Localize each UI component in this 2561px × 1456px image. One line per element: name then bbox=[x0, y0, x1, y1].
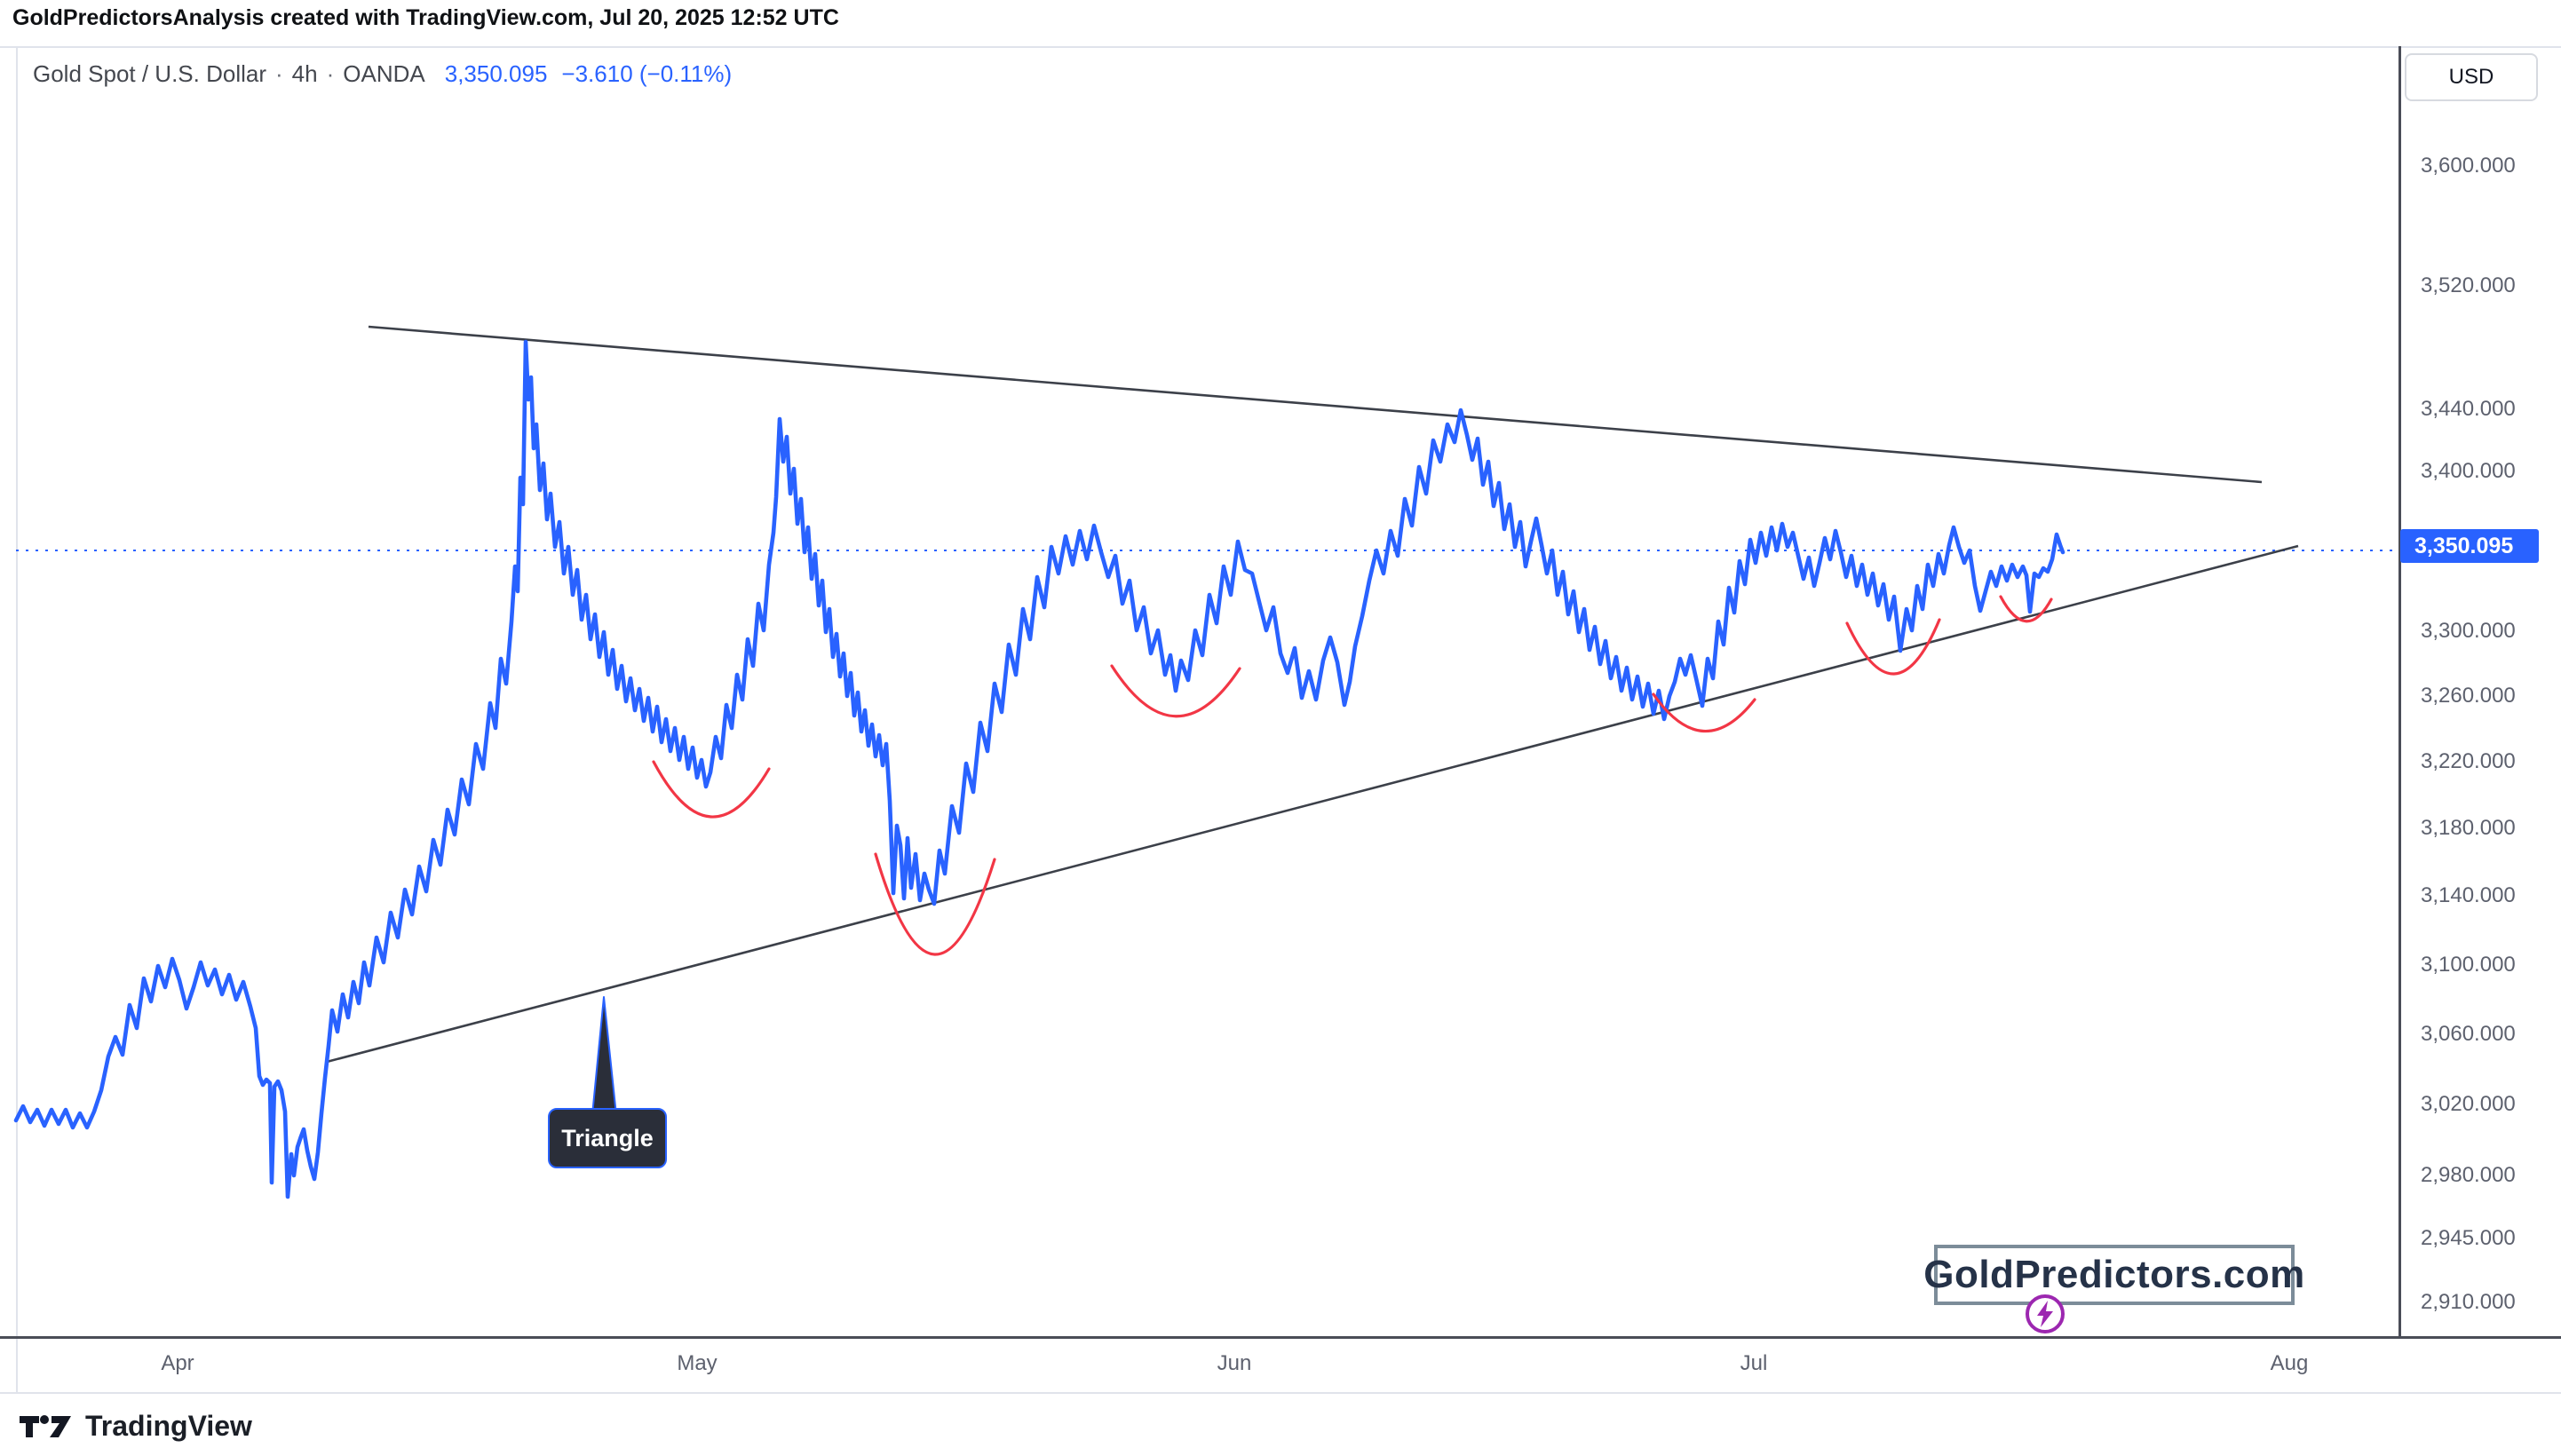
time-axis-line bbox=[0, 1336, 2561, 1339]
triangle-pattern-callout[interactable]: Triangle bbox=[548, 1108, 667, 1168]
current-price-badge: 3,350.095 bbox=[2400, 529, 2539, 563]
lower-trendline[interactable] bbox=[326, 544, 2299, 1064]
price-axis-label: 2,945.000 bbox=[2421, 1226, 2516, 1250]
price-axis-label: 2,980.000 bbox=[2421, 1163, 2516, 1187]
triangle-callout-label: Triangle bbox=[561, 1124, 654, 1151]
legend-separator: · bbox=[275, 60, 283, 87]
swing-low-arc[interactable] bbox=[874, 852, 996, 956]
swing-low-arc[interactable] bbox=[1110, 664, 1241, 718]
price-axis-label: 3,100.000 bbox=[2421, 953, 2516, 977]
price-axis-label: 3,440.000 bbox=[2421, 397, 2516, 421]
upper-trendline[interactable] bbox=[368, 325, 2263, 484]
interval-label[interactable]: 4h bbox=[291, 60, 318, 87]
price-axis-label: 3,400.000 bbox=[2421, 459, 2516, 483]
price-axis-label: 3,260.000 bbox=[2421, 684, 2516, 708]
price-axis-label: 3,060.000 bbox=[2421, 1022, 2516, 1046]
pane-bottom-border bbox=[0, 1392, 2561, 1394]
time-axis-label: Apr bbox=[161, 1351, 194, 1375]
price-axis-label: 3,020.000 bbox=[2421, 1092, 2516, 1116]
time-axis-label: Aug bbox=[2270, 1351, 2309, 1375]
tradingview-logo[interactable]: TradingView bbox=[18, 1410, 252, 1443]
legend-last-price: 3,350.095 bbox=[444, 60, 548, 87]
legend-separator: · bbox=[326, 60, 335, 87]
tradingview-mark-icon bbox=[20, 1414, 71, 1437]
triangle-callout-pointer[interactable] bbox=[591, 996, 617, 1116]
attribution-text: GoldPredictorsAnalysis created with Trad… bbox=[12, 5, 839, 30]
watermark-text: GoldPredictors.com bbox=[1923, 1253, 2305, 1296]
exchange-label: OANDA bbox=[343, 60, 425, 87]
pane-top-border bbox=[0, 46, 2561, 48]
price-axis-label: 3,300.000 bbox=[2421, 619, 2516, 643]
pane-left-border bbox=[16, 46, 18, 1392]
currency-toggle-button[interactable]: USD bbox=[2405, 53, 2538, 101]
goldpredictors-watermark: GoldPredictors.com bbox=[1923, 1245, 2304, 1305]
price-axis-label: 3,520.000 bbox=[2421, 273, 2516, 297]
time-axis-label: Jul bbox=[1740, 1351, 1768, 1375]
price-axis-label: 3,180.000 bbox=[2421, 816, 2516, 840]
price-axis-label: 3,600.000 bbox=[2421, 154, 2516, 178]
lightning-bolt-icon bbox=[2026, 1294, 2065, 1333]
time-axis-label: May bbox=[677, 1351, 718, 1375]
swing-low-arc[interactable] bbox=[1652, 692, 1756, 733]
swing-low-arc[interactable] bbox=[1999, 595, 2053, 623]
price-axis-label: 3,220.000 bbox=[2421, 749, 2516, 773]
swing-low-arc[interactable] bbox=[1845, 618, 1941, 676]
time-axis-label: Jun bbox=[1217, 1351, 1252, 1375]
tradingview-wordmark: TradingView bbox=[85, 1410, 252, 1442]
price-axis-label: 2,910.000 bbox=[2421, 1290, 2516, 1314]
price-line-series bbox=[13, 339, 2065, 1199]
price-axis-line bbox=[2398, 46, 2401, 1337]
swing-low-arc[interactable] bbox=[652, 760, 771, 819]
legend-change: −3.610 (−0.11%) bbox=[561, 60, 733, 87]
symbol-name: Gold Spot / U.S. Dollar bbox=[33, 60, 266, 87]
price-axis-label: 3,140.000 bbox=[2421, 883, 2516, 907]
symbol-legend[interactable]: Gold Spot / U.S. Dollar · 4h · OANDA 3,3… bbox=[33, 60, 732, 88]
